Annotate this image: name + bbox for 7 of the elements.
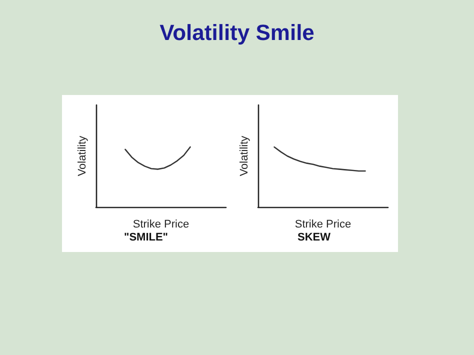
text: Volatility Smile xyxy=(158,20,316,46)
text: "SMILE" xyxy=(124,232,168,244)
x-axis-title: Strike Price xyxy=(132,218,190,230)
text: SKEW xyxy=(298,232,332,244)
x-axis-title: Strike Price xyxy=(294,218,352,230)
y-axis-title: Volatility xyxy=(76,135,88,176)
y-axis-title: Volatility xyxy=(238,135,250,176)
